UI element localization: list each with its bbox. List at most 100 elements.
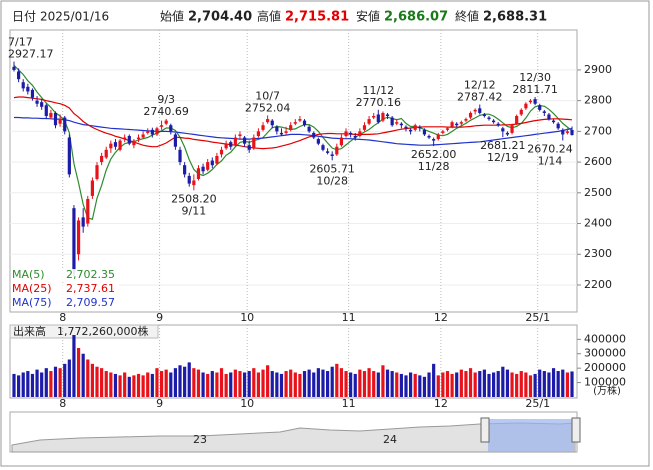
volume-tick-label: 200000	[584, 361, 626, 374]
candle-body	[132, 140, 136, 146]
low-value: 2,686.07	[384, 10, 448, 25]
candle-body	[505, 132, 510, 135]
candle-body	[478, 108, 482, 113]
volume-bar	[266, 365, 270, 397]
annotation-value: 2787.42	[457, 91, 503, 104]
candle-body	[404, 126, 408, 129]
candle-body	[229, 142, 233, 147]
y-tick-label: 2200	[584, 278, 612, 291]
volume-bar	[390, 371, 394, 397]
annotation-date: 1/14	[538, 155, 563, 168]
legend-bg	[11, 283, 119, 296]
volume-bar	[312, 372, 316, 397]
annotation-date: 10/28	[316, 174, 348, 187]
volume-bar	[404, 375, 408, 397]
volume-bar	[376, 372, 380, 397]
volume-bar	[247, 371, 251, 397]
volume-bar	[427, 372, 431, 397]
date-label: 日付	[12, 10, 36, 24]
volume-bar	[316, 368, 320, 397]
candle-body	[109, 143, 113, 149]
volume-bar	[344, 371, 348, 397]
candle-body	[325, 151, 330, 153]
candle-body	[367, 119, 371, 124]
volume-bar	[21, 372, 25, 397]
volume-bar	[238, 371, 242, 397]
volume-bar	[293, 372, 297, 397]
candle-body	[395, 122, 399, 124]
volume-bar	[358, 369, 362, 397]
volume-bar	[113, 373, 118, 397]
volume-bar	[547, 372, 551, 397]
candle-body	[146, 131, 150, 133]
annotation-value: 2670.24	[527, 143, 573, 156]
candle-body	[256, 131, 261, 136]
y-tick-label: 2600	[584, 155, 612, 168]
candle-body	[482, 114, 486, 117]
volume-bar	[408, 372, 413, 397]
volume-bar	[30, 373, 35, 397]
volume-bar	[385, 369, 390, 397]
candle-body	[441, 131, 445, 133]
candle-body	[427, 135, 431, 138]
candle-body	[169, 125, 173, 132]
candle-body	[21, 82, 25, 89]
volume-bar	[233, 369, 237, 397]
candle-body	[432, 139, 436, 141]
volume-bar	[528, 375, 533, 397]
volume-bar	[349, 372, 353, 397]
candle-body	[150, 129, 154, 135]
candle-body	[349, 132, 353, 135]
ma-line	[14, 116, 573, 146]
volume-bar	[413, 373, 417, 397]
ma-line	[13, 64, 573, 220]
volume-bar	[141, 375, 145, 397]
volume-bar	[284, 371, 288, 397]
candle-body	[385, 114, 390, 117]
volume-bar	[510, 372, 514, 397]
navigator-label: 23	[193, 433, 207, 446]
candle-body	[302, 120, 307, 126]
volume-bar	[183, 366, 187, 397]
legend-value: 2,709.57	[66, 296, 115, 309]
x-tick-label: 11	[342, 311, 356, 324]
volume-bar	[353, 373, 357, 397]
volume-bar	[505, 369, 510, 397]
legend-bg	[11, 297, 119, 310]
volume-bar	[127, 376, 131, 397]
navigator-handle-left[interactable]	[480, 417, 490, 443]
volume-tick-label: 100000	[584, 376, 626, 389]
volume-bar	[242, 372, 247, 397]
navigator-window[interactable]	[488, 419, 574, 452]
x-tick-label: 25/1	[525, 311, 550, 324]
volume-bar	[270, 371, 274, 397]
candle-body	[67, 137, 71, 175]
candle-body	[533, 99, 537, 104]
volume-bar	[164, 369, 168, 397]
y-tick-label: 2500	[584, 186, 612, 199]
candle-body	[63, 117, 67, 132]
volume-bar	[109, 372, 113, 397]
volume-bar	[275, 372, 279, 397]
candle-body	[547, 114, 551, 120]
volume-bar	[381, 365, 385, 397]
volume-bar	[524, 372, 528, 397]
legend-value: 2,702.35	[66, 268, 115, 281]
volume-bar	[432, 363, 436, 397]
candle-body	[376, 114, 380, 123]
legend-value: 2,737.61	[66, 282, 115, 295]
close-value: 2,688.31	[483, 10, 547, 25]
annotation-date: 11/12	[362, 84, 394, 97]
volume-bar	[72, 335, 76, 397]
annotation-value: 2811.71	[512, 83, 558, 96]
high-label: 高値	[257, 9, 281, 24]
x-tick-label: 9	[156, 311, 163, 324]
candle-body	[501, 128, 505, 132]
navigator-handle-right[interactable]	[571, 417, 581, 443]
candle-body	[242, 137, 247, 144]
volume-bar	[169, 372, 173, 397]
candle-body	[445, 128, 450, 130]
volume-bar	[422, 376, 427, 397]
candle-body	[298, 119, 302, 121]
volume-bar	[455, 372, 459, 397]
